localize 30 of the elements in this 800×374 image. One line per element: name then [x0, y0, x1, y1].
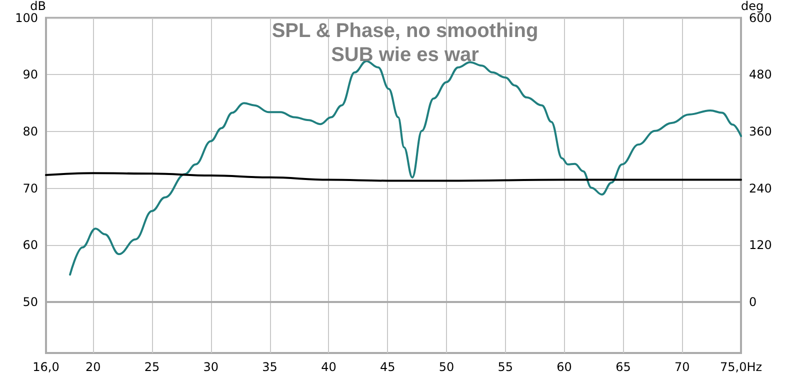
y2-tick-label: 480: [749, 68, 772, 82]
y-tick-label: 100: [15, 10, 38, 25]
x-tick-label: 30: [203, 360, 219, 374]
text: SUB wie es war: [331, 44, 480, 66]
chart-title: SPL & Phase, no smoothing: [272, 20, 538, 42]
x-tick-label: 55: [498, 360, 514, 374]
y2-axis-title: deg: [741, 0, 764, 13]
y-tick-label: 80: [22, 124, 38, 138]
line-series: [45, 172, 742, 182]
y-tick-label: 70: [22, 181, 38, 196]
y2-tick-label: 240: [749, 181, 772, 196]
y-axis-title: dB: [30, 0, 46, 13]
x-tick-label: 45: [380, 360, 396, 374]
x-tick-label: 70: [674, 360, 690, 374]
x-tick-label: 60: [556, 360, 572, 374]
x-tick-label: 35: [262, 360, 278, 374]
y-tick-label: 50: [22, 294, 38, 309]
x-tick-label: 16,0: [32, 360, 60, 374]
line-series: [69, 60, 742, 276]
y-tick-label: 60: [22, 238, 38, 252]
x-tick-label: 25: [144, 360, 160, 374]
x-tick-label: 50: [438, 360, 454, 374]
x-tick-label: 65: [616, 360, 631, 374]
y2-tick-label: 120: [749, 238, 772, 252]
y2-tick-label: 360: [749, 124, 772, 138]
x-tick-label: 75,0Hz: [720, 360, 762, 374]
y-tick-label: 90: [22, 68, 38, 82]
x-tick-label: 20: [85, 360, 101, 374]
y2-tick-label: 0: [749, 294, 757, 309]
x-tick-label: 40: [321, 360, 336, 374]
